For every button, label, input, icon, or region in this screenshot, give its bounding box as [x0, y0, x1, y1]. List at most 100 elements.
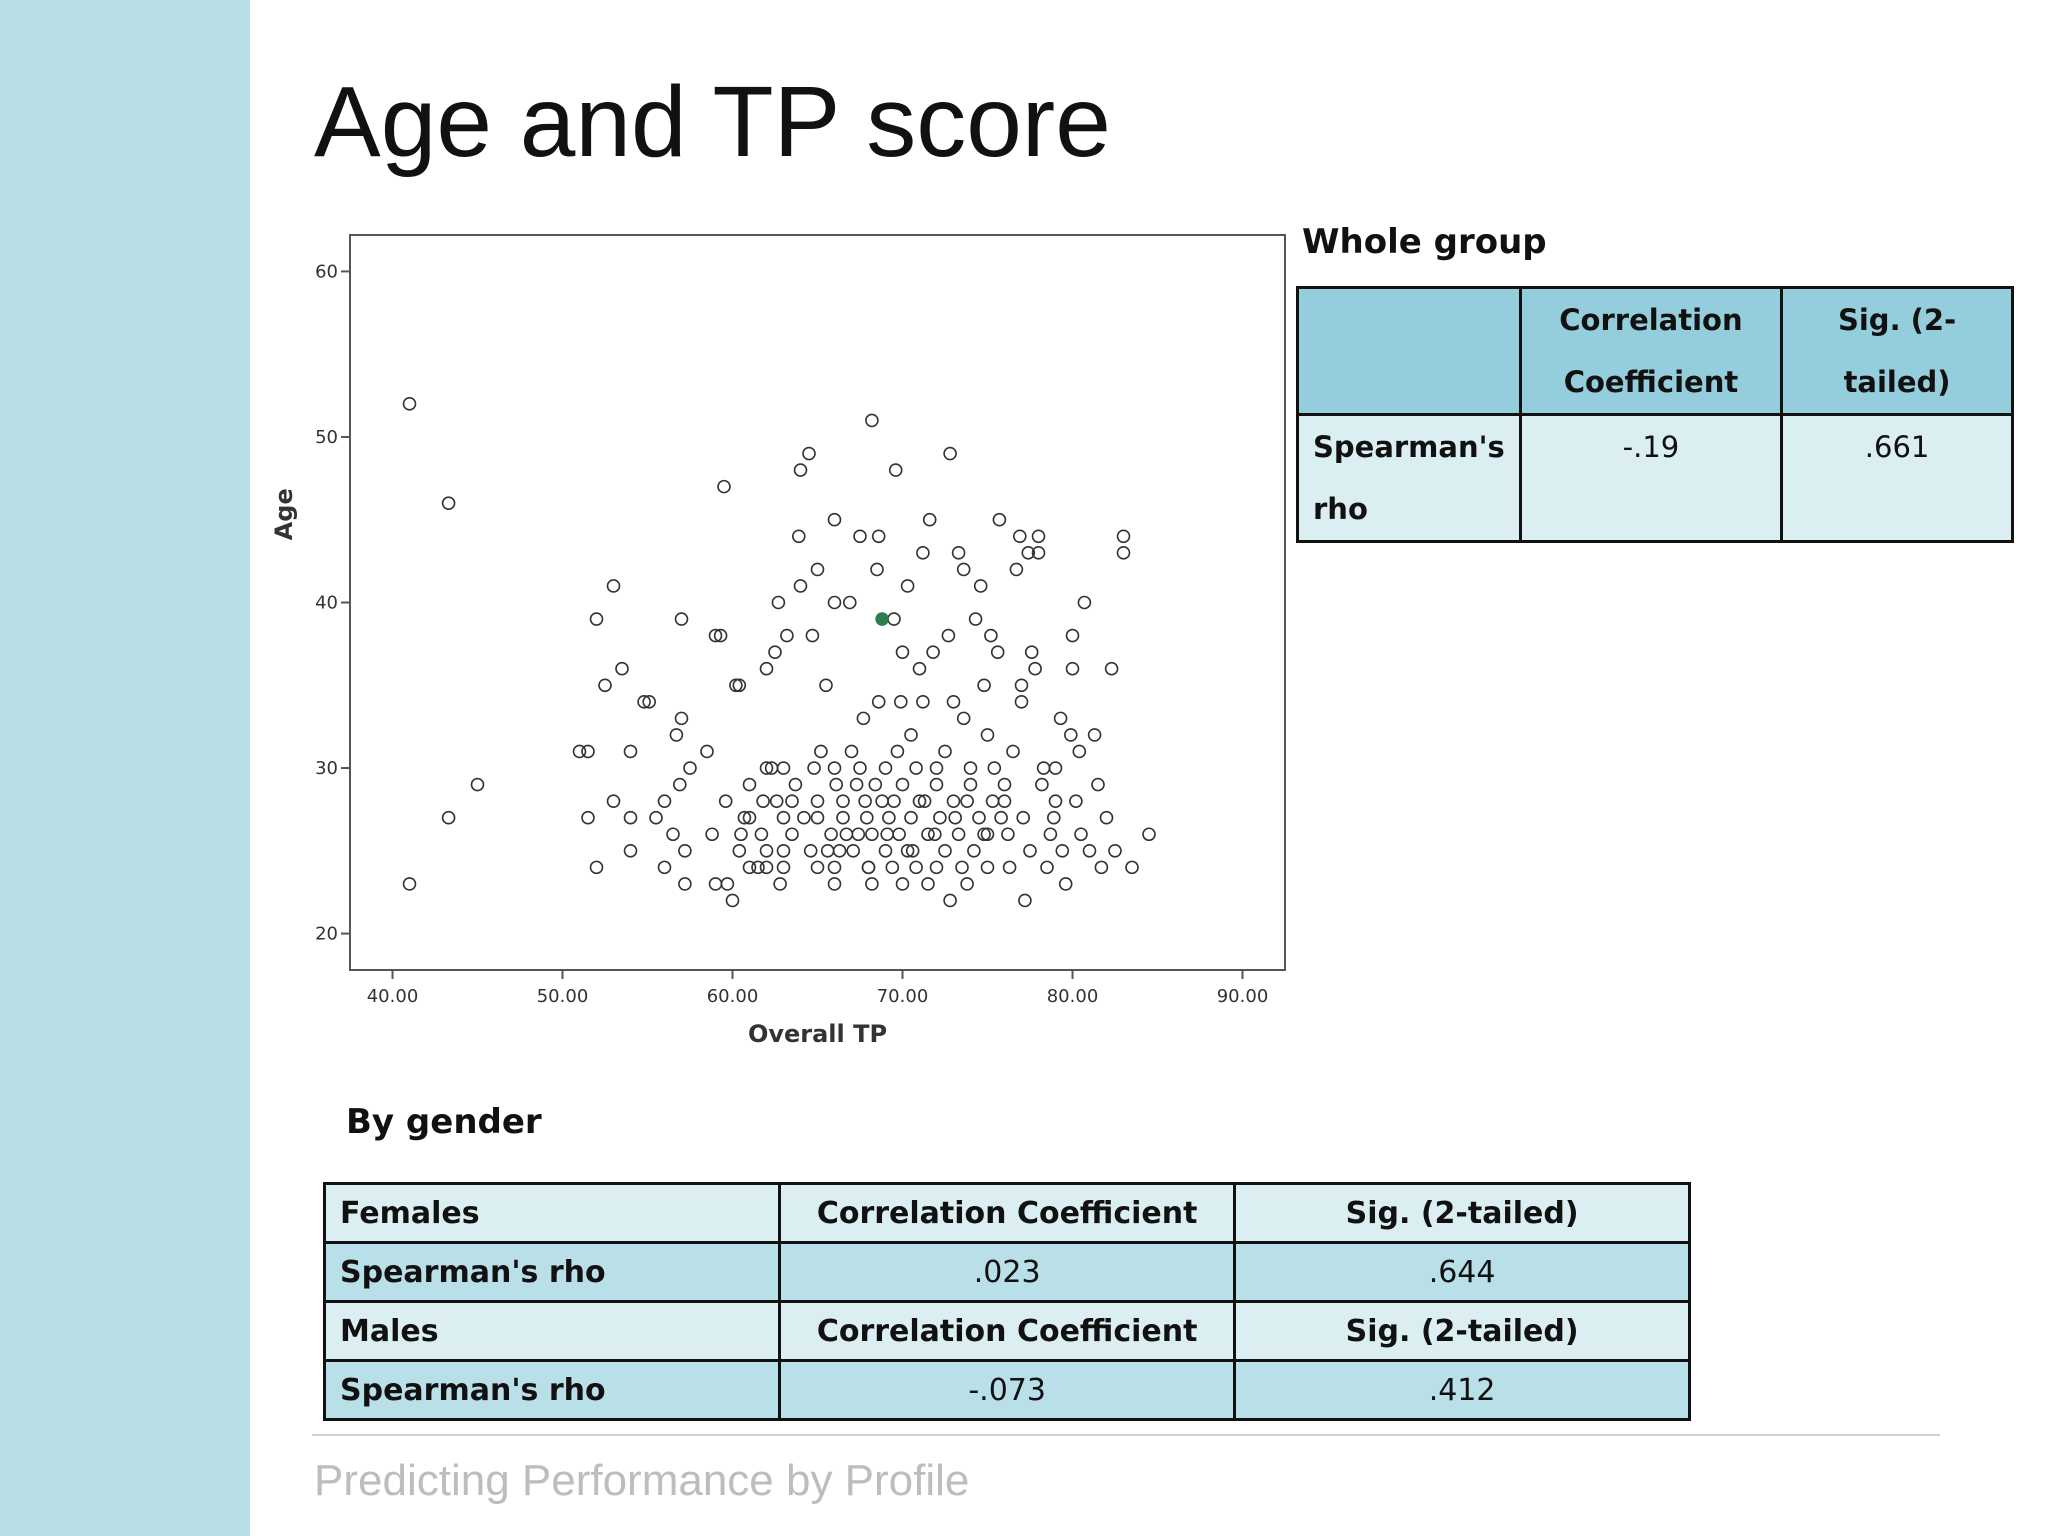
data-point — [759, 860, 774, 875]
data-point — [1031, 529, 1046, 544]
data-point — [956, 711, 971, 726]
whole-group-label: Whole group — [1302, 222, 1547, 262]
footer-text: Predicting Performance by Profile — [314, 1456, 970, 1505]
data-point — [1082, 844, 1097, 858]
data-point — [788, 777, 803, 792]
data-point — [895, 877, 910, 891]
data-point — [1053, 711, 1068, 726]
data-point — [895, 645, 910, 659]
data-point — [992, 512, 1007, 527]
males-label: Males — [322, 1300, 782, 1362]
data-point — [1104, 661, 1119, 676]
data-point — [929, 777, 944, 792]
data-point — [836, 810, 850, 825]
data-point — [678, 877, 692, 891]
data-point — [938, 844, 952, 858]
data-point — [717, 479, 731, 494]
data-point — [929, 761, 944, 775]
data-point — [912, 661, 927, 676]
x-tick-label: 90.00 — [1217, 986, 1269, 1007]
data-point — [1099, 810, 1114, 825]
data-point — [1036, 761, 1051, 775]
data-point — [1002, 860, 1017, 875]
data-point — [1006, 744, 1020, 759]
data-point — [1058, 877, 1073, 891]
data-point — [1048, 794, 1063, 808]
data-point — [649, 810, 663, 825]
data-point — [977, 827, 991, 842]
data-point — [888, 463, 903, 477]
data-point — [973, 579, 988, 593]
data-point — [759, 844, 774, 858]
data-point — [870, 562, 884, 577]
data-point — [880, 827, 895, 842]
data-point — [1046, 810, 1061, 825]
data-point — [737, 810, 752, 825]
data-point — [856, 711, 871, 726]
data-point — [1065, 661, 1080, 676]
table-row: Females Correlation Coefficient Sig. (2-… — [322, 1182, 1691, 1244]
data-point — [802, 446, 816, 461]
data-point — [946, 794, 961, 808]
x-tick-label: 80.00 — [1047, 986, 1099, 1007]
data-point — [785, 794, 799, 808]
data-point — [871, 695, 886, 709]
data-point — [858, 794, 872, 808]
data-point — [674, 711, 689, 726]
data-point — [1125, 860, 1139, 875]
data-point — [1031, 546, 1046, 560]
data-point — [977, 678, 991, 693]
y-tick-label: 40 — [315, 593, 338, 614]
data-point — [827, 595, 842, 610]
y-axis-label: Age — [270, 488, 298, 540]
header-cell-sig: Sig. (2-tailed) — [1780, 286, 2014, 416]
data-point — [824, 827, 838, 842]
data-point — [929, 860, 944, 875]
females-label: Females — [322, 1182, 782, 1244]
data-point — [946, 695, 961, 709]
data-point — [657, 794, 672, 808]
data-point — [734, 827, 748, 842]
x-tick-label: 40.00 — [367, 986, 419, 1007]
females-sig-header: Sig. (2-tailed) — [1233, 1182, 1691, 1244]
data-point — [1065, 628, 1080, 643]
data-point — [956, 562, 971, 577]
data-point — [810, 810, 825, 825]
data-point — [1091, 777, 1105, 792]
data-point — [1116, 529, 1131, 544]
data-point — [669, 728, 684, 742]
data-point — [985, 794, 1000, 808]
data-point — [1016, 810, 1031, 825]
data-point — [776, 810, 791, 825]
females-correlation-value: .023 — [778, 1241, 1237, 1303]
data-point — [720, 877, 735, 891]
data-point — [943, 446, 957, 461]
data-point — [1116, 546, 1131, 560]
data-point — [1094, 860, 1109, 875]
data-point — [938, 744, 952, 759]
data-point — [878, 844, 893, 858]
data-point — [900, 579, 915, 593]
data-point — [729, 678, 743, 693]
data-point — [890, 744, 905, 759]
data-point — [764, 761, 779, 775]
table-row: Spearman's rho -.073 .412 — [322, 1359, 1691, 1421]
data-point — [623, 744, 638, 759]
data-point — [861, 860, 876, 875]
data-point — [814, 744, 828, 759]
data-point — [917, 794, 932, 808]
data-point — [865, 827, 879, 842]
data-point — [708, 628, 723, 643]
sig-value: .661 — [1780, 413, 2014, 543]
data-point — [773, 877, 787, 891]
data-point — [441, 496, 456, 510]
data-point — [987, 761, 1002, 775]
data-point — [912, 794, 927, 808]
data-point — [683, 761, 697, 775]
data-point — [642, 695, 657, 709]
data-point — [941, 628, 956, 643]
data-point — [829, 777, 844, 792]
data-point — [791, 529, 806, 544]
whole-group-data-row: Spearman's rho -.19 .661 — [1296, 413, 2014, 543]
table-row: Males Correlation Coefficient Sig. (2-ta… — [322, 1300, 1691, 1362]
